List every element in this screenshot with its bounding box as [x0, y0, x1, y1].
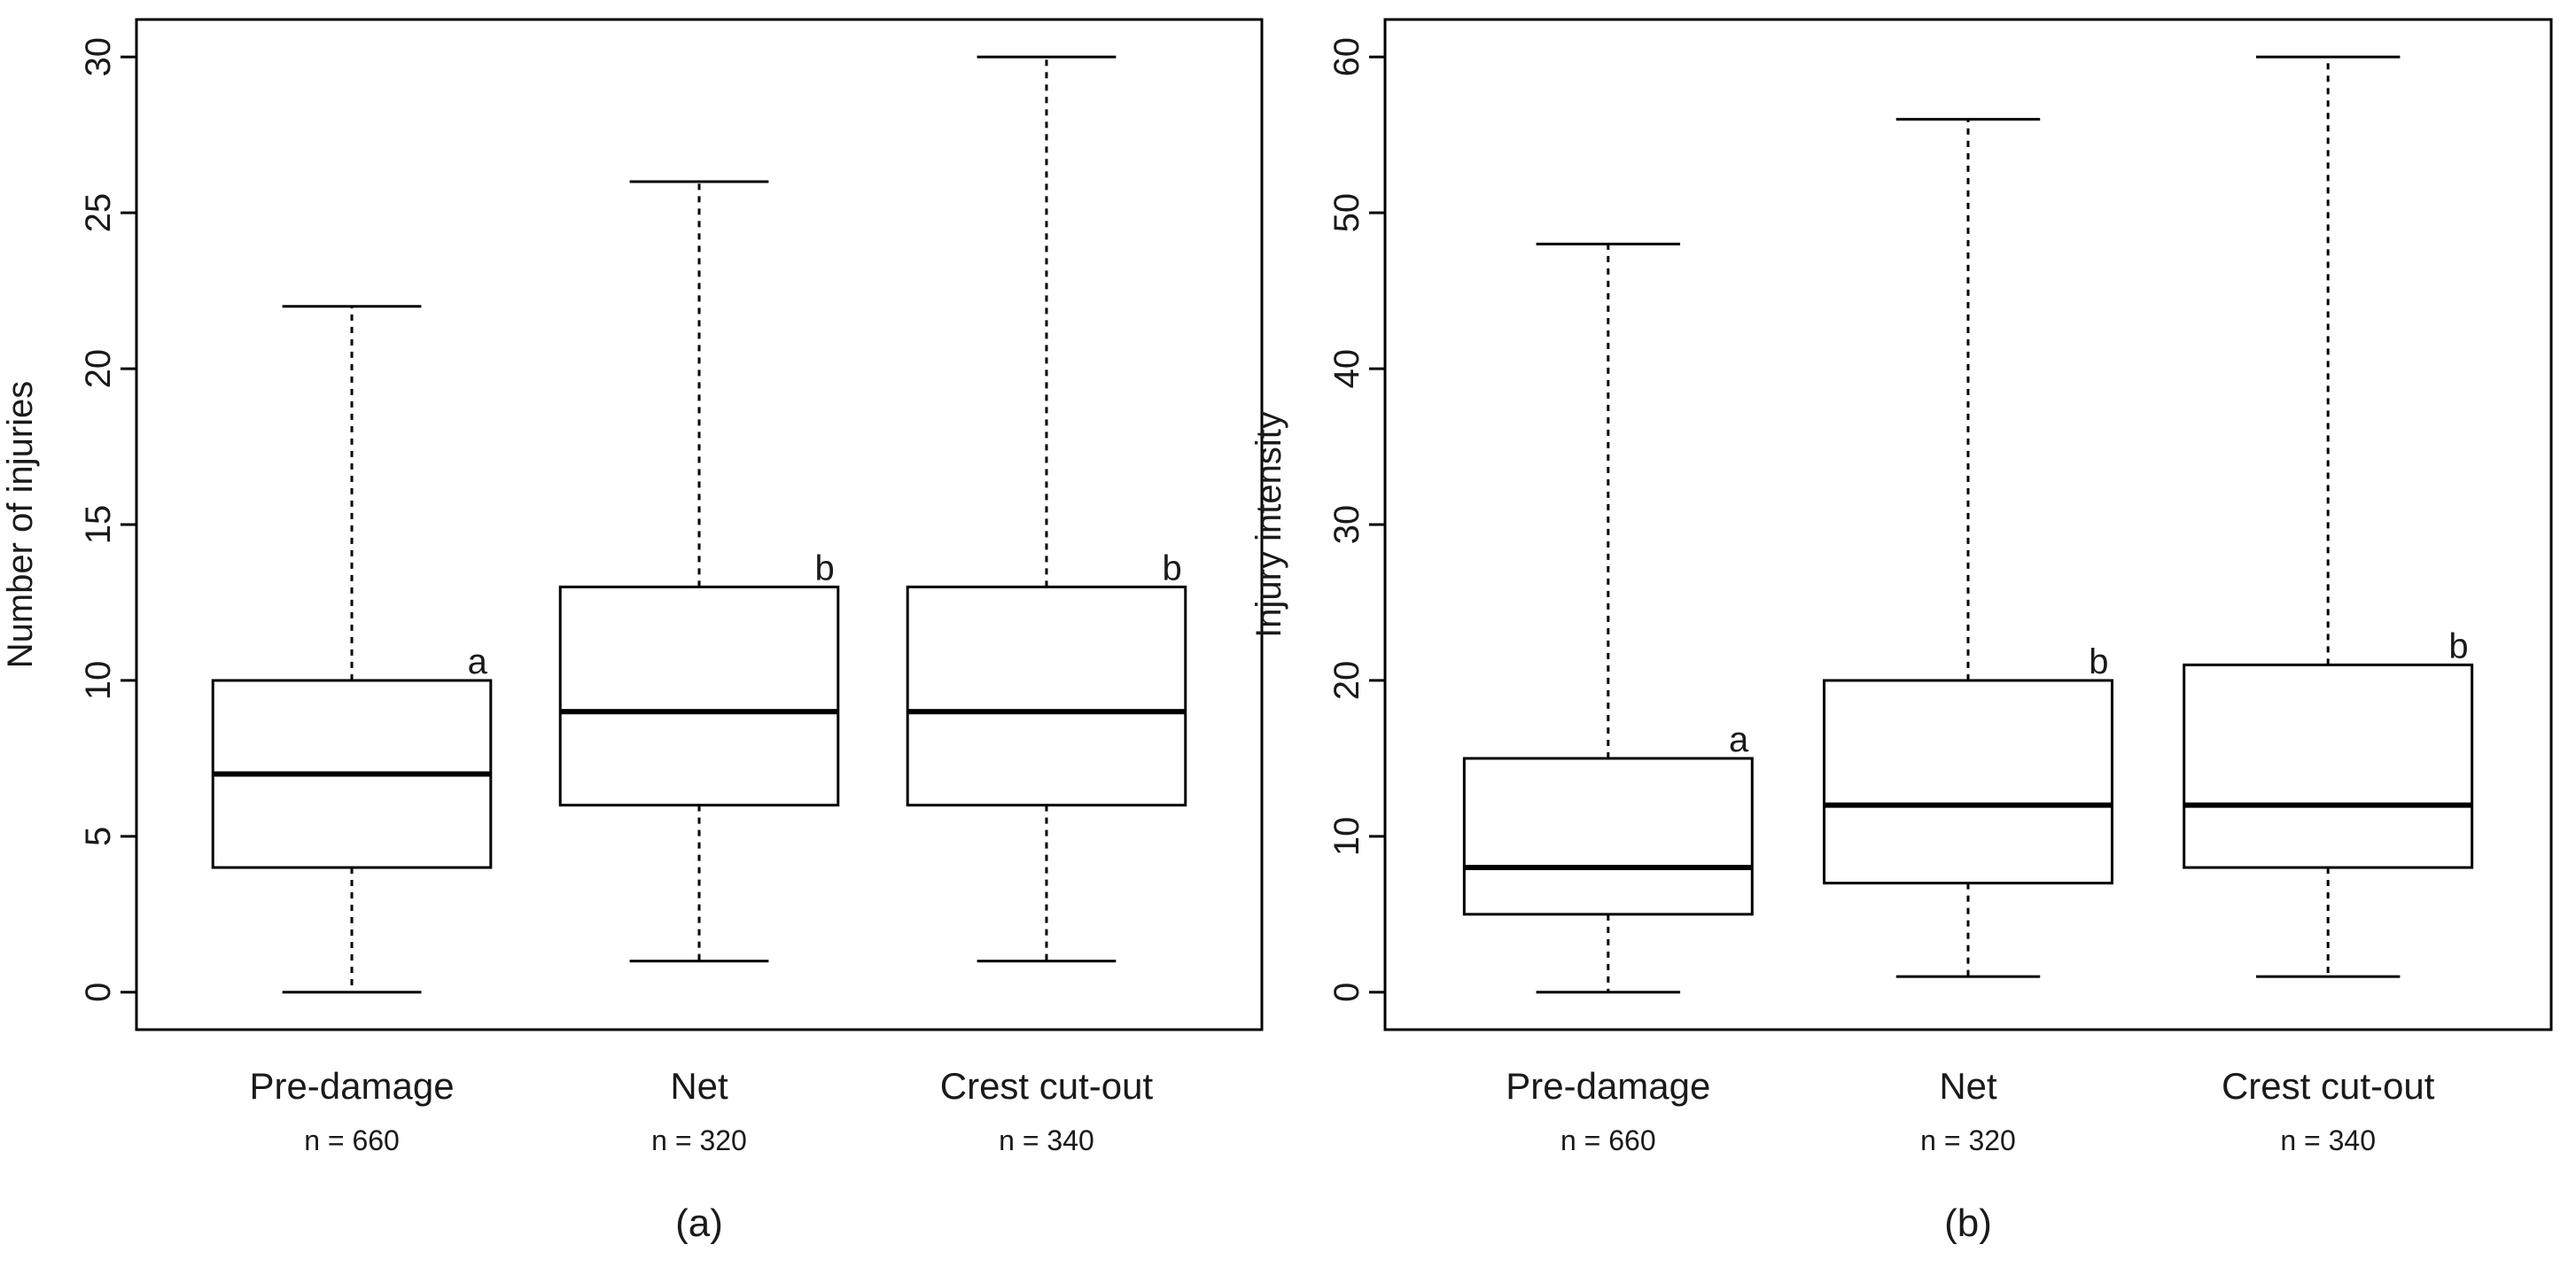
x-tick-label: Pre-damage — [1506, 1065, 1710, 1107]
y-tick-label: 10 — [1327, 817, 1366, 857]
significance-letter: a — [1729, 720, 1749, 759]
y-tick-label: 20 — [1327, 661, 1366, 701]
box — [1462, 757, 1754, 916]
significance-letter: b — [815, 548, 835, 587]
plot-frame — [135, 18, 1264, 1031]
y-tick-label: 25 — [79, 193, 118, 232]
sample-size: n = 320 — [651, 1124, 747, 1156]
y-tick-label: 50 — [1327, 193, 1366, 232]
y-tick-label: 30 — [79, 37, 118, 77]
y-axis-label: Number of injuries — [1, 381, 40, 669]
x-tick-label: Net — [1939, 1065, 1997, 1107]
box — [2183, 663, 2474, 869]
significance-letter: b — [2089, 642, 2108, 681]
plot-frame — [1383, 18, 2553, 1031]
significance-letter: a — [468, 642, 488, 681]
sample-size: n = 340 — [2280, 1124, 2376, 1156]
caption: (a) — [675, 1202, 723, 1245]
box — [906, 585, 1187, 807]
x-tick-label: Pre-damage — [249, 1065, 454, 1107]
y-tick-label: 30 — [1327, 505, 1366, 545]
sample-size: n = 660 — [1560, 1124, 1656, 1156]
y-axis-label: Injury intensity — [1249, 411, 1288, 638]
y-tick-label: 0 — [79, 983, 118, 1002]
x-tick-label: Crest cut-out — [940, 1065, 1154, 1107]
y-tick-label: 20 — [79, 349, 118, 389]
sample-size: n = 320 — [1920, 1124, 2016, 1156]
x-tick-label: Net — [670, 1065, 728, 1107]
caption: (b) — [1944, 1202, 1992, 1245]
y-tick-label: 10 — [79, 661, 118, 701]
y-tick-label: 60 — [1327, 37, 1366, 77]
significance-letter: b — [1163, 548, 1182, 587]
x-tick-label: Crest cut-out — [2222, 1065, 2435, 1107]
sample-size: n = 660 — [304, 1124, 400, 1156]
box — [558, 585, 840, 807]
significance-letter: b — [2448, 626, 2468, 665]
y-tick-label: 0 — [1327, 983, 1366, 1002]
sample-size: n = 340 — [999, 1124, 1094, 1156]
y-tick-label: 5 — [79, 827, 118, 846]
y-tick-label: 15 — [79, 505, 118, 545]
box — [1823, 679, 2113, 885]
y-tick-label: 40 — [1327, 349, 1366, 389]
